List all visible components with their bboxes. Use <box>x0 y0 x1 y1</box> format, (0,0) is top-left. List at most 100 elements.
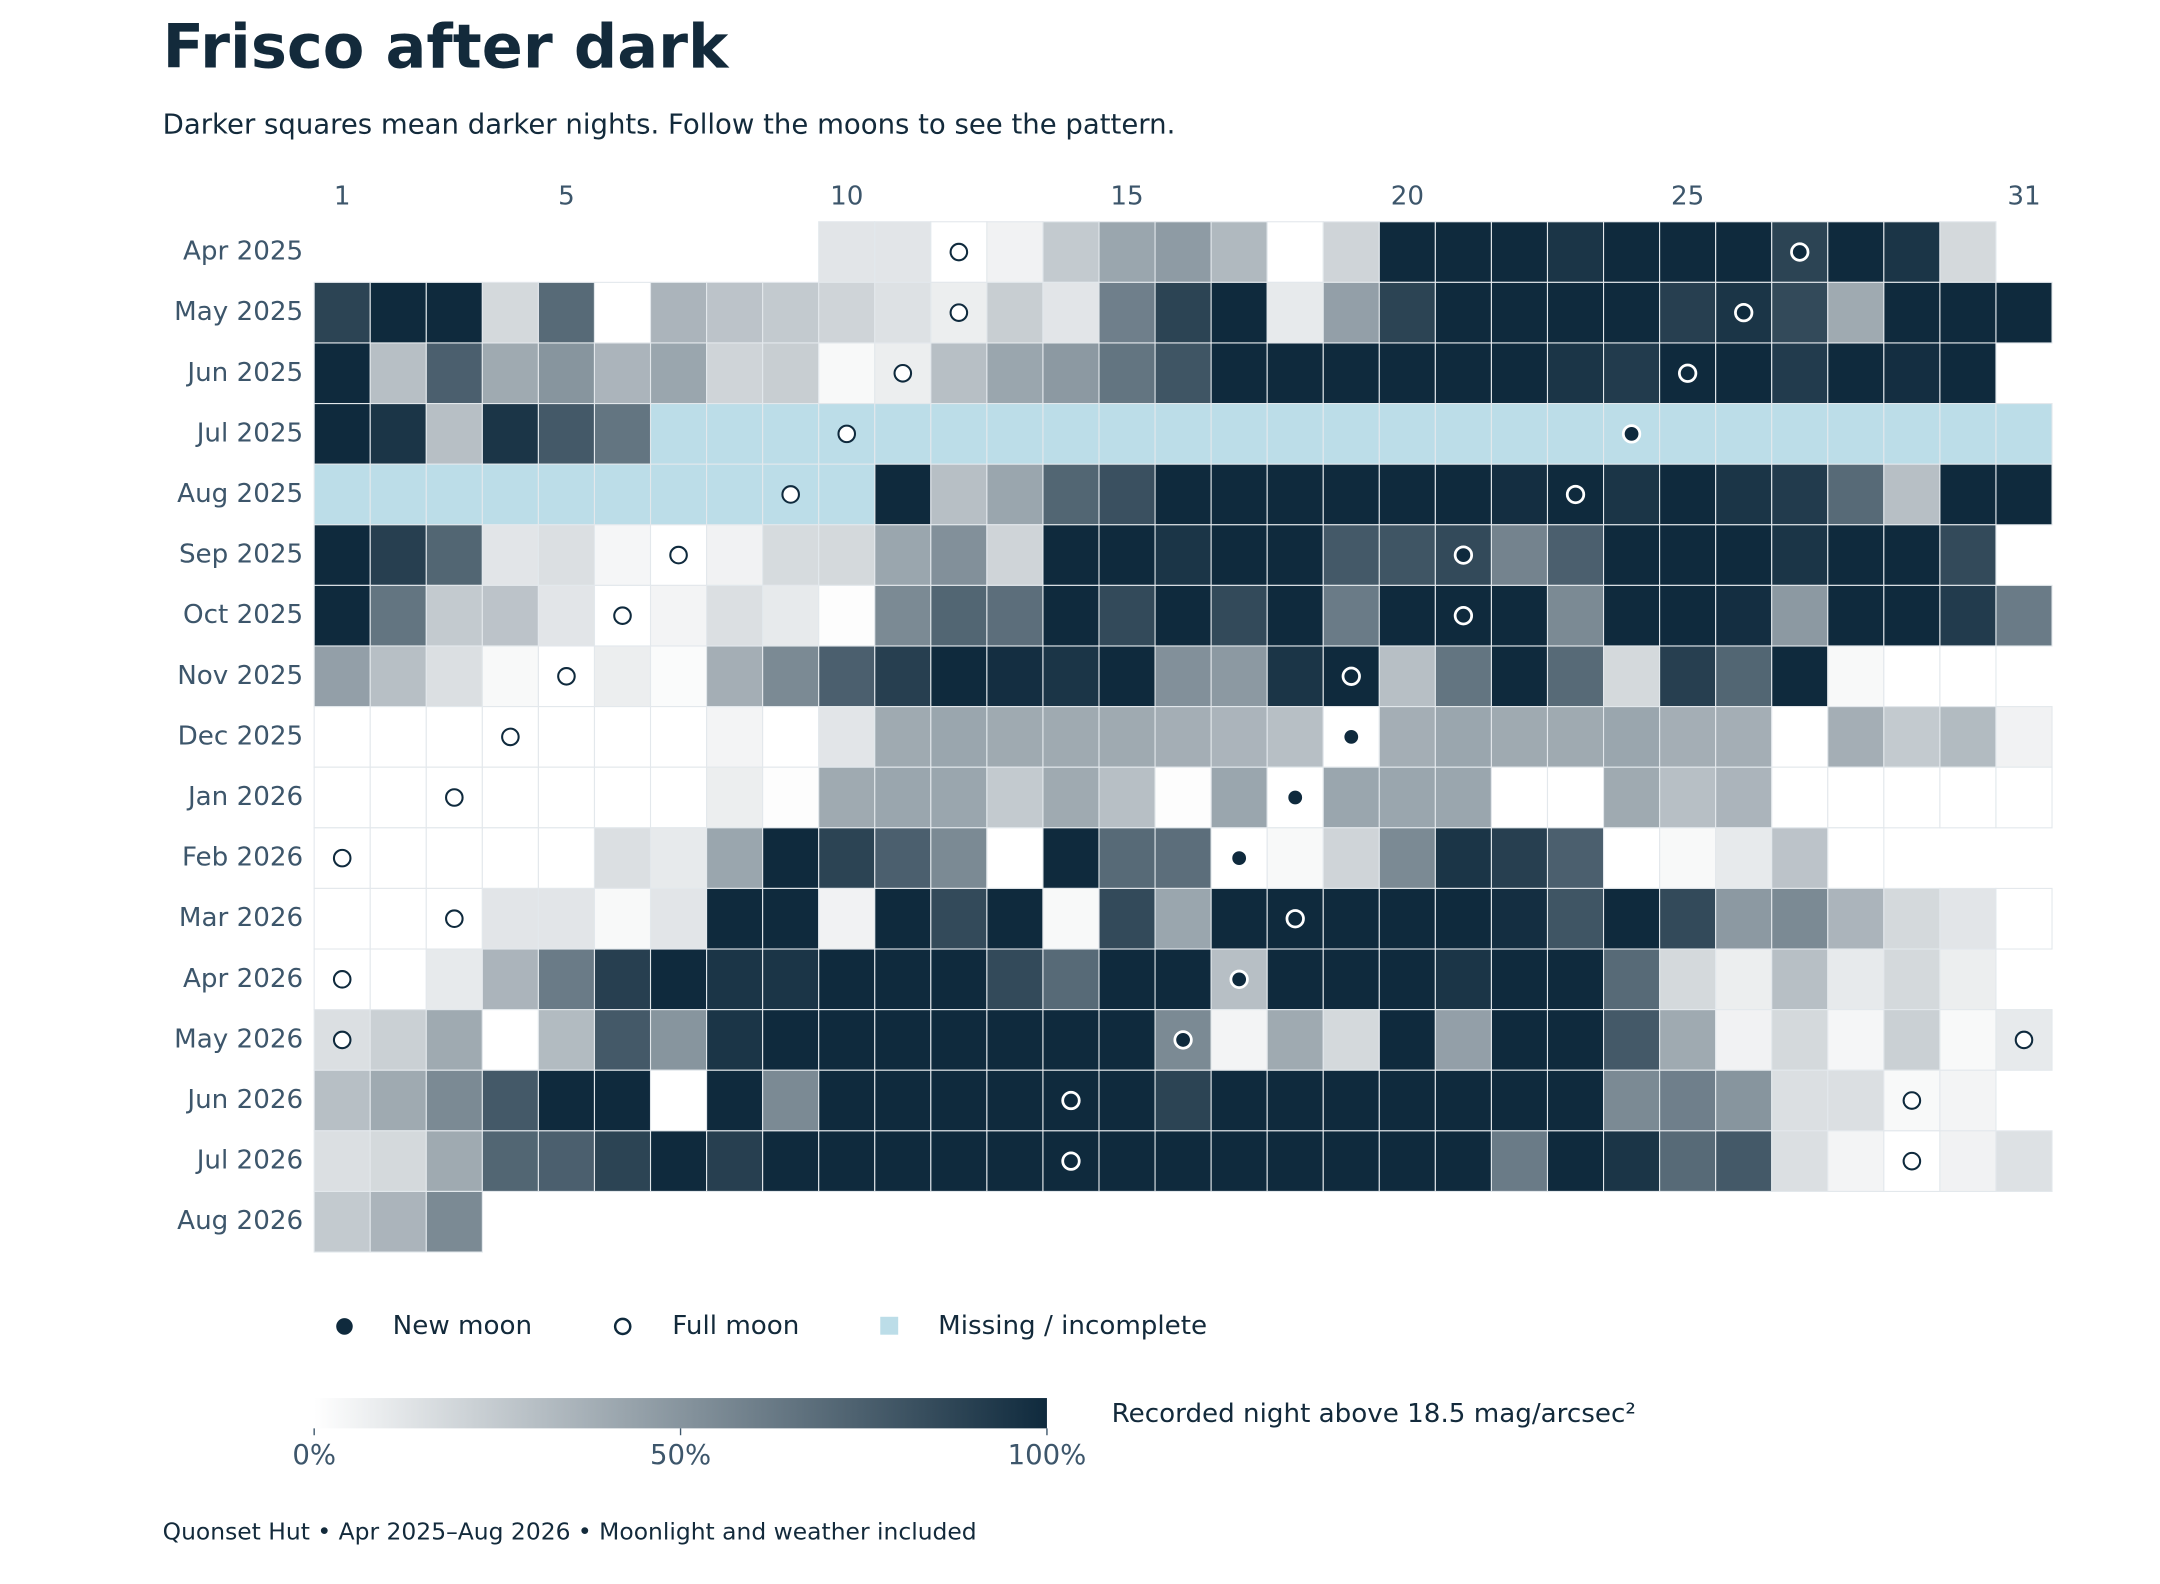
cell <box>1154 463 1212 526</box>
cell <box>649 827 708 889</box>
cell <box>818 342 876 405</box>
cell <box>930 1130 988 1192</box>
cell <box>1378 1009 1436 1071</box>
full-moon <box>1902 1091 1922 1110</box>
missing-cell <box>1883 403 1941 465</box>
cell <box>706 948 764 1011</box>
cell <box>818 766 876 829</box>
cell <box>593 1009 652 1071</box>
cell <box>1378 1130 1436 1192</box>
cell <box>1827 1130 1885 1192</box>
cell <box>1602 887 1661 950</box>
cell <box>930 1069 988 1132</box>
cell <box>930 706 988 768</box>
cell <box>1378 281 1436 344</box>
cell <box>762 827 820 889</box>
cell <box>1939 221 1997 283</box>
cell <box>1939 1069 1997 1132</box>
cell <box>930 887 988 950</box>
cell <box>1322 221 1380 283</box>
cell <box>481 827 539 889</box>
cell <box>425 403 483 465</box>
cell <box>1827 827 1885 889</box>
cell <box>1602 645 1661 708</box>
row-label: Jul 2026 <box>195 1146 303 1176</box>
cell <box>313 706 371 768</box>
cell <box>1883 342 1941 405</box>
cell <box>1715 342 1773 405</box>
cell <box>1939 281 1997 344</box>
x-tick-label: 15 <box>1110 181 1143 211</box>
cell <box>762 342 820 405</box>
cell <box>1546 1069 1605 1132</box>
cell <box>1322 524 1380 586</box>
legend-missing <box>880 1316 899 1335</box>
cell <box>1154 1130 1212 1192</box>
cell <box>1042 221 1100 283</box>
cell <box>1098 342 1156 405</box>
x-tick-label: 1 <box>334 181 351 211</box>
missing-cell <box>1715 403 1773 465</box>
row-label: Jul 2025 <box>195 418 303 448</box>
cell <box>1098 584 1156 647</box>
new-moon <box>1734 303 1754 323</box>
cell <box>425 706 483 768</box>
cell <box>1659 887 1717 950</box>
cell <box>593 706 652 768</box>
cell <box>481 1009 539 1071</box>
cell <box>1434 887 1492 950</box>
cell <box>369 281 427 344</box>
cell <box>1378 645 1436 708</box>
cell <box>425 1069 483 1132</box>
cell <box>313 524 371 586</box>
full-moon <box>949 242 969 262</box>
cell <box>425 584 483 647</box>
cell <box>537 1130 596 1192</box>
cell <box>313 766 371 829</box>
cell <box>1827 645 1885 708</box>
cell <box>1659 948 1717 1011</box>
row-label: Dec 2025 <box>178 721 304 751</box>
missing-cell <box>706 403 764 465</box>
new-moon <box>1677 363 1698 383</box>
cell <box>1042 887 1100 950</box>
cell <box>1659 281 1717 344</box>
cell <box>369 948 427 1011</box>
cell <box>1322 1069 1380 1132</box>
missing-cell <box>593 463 652 526</box>
cell <box>1378 887 1436 950</box>
legend-new-moon <box>336 1318 353 1335</box>
cell <box>1378 948 1436 1011</box>
cell <box>1883 524 1941 586</box>
cell <box>1154 766 1212 829</box>
full-moon <box>837 424 857 444</box>
cell <box>986 524 1044 586</box>
cell <box>593 403 652 465</box>
cell <box>593 766 652 829</box>
missing-cell <box>1827 403 1885 465</box>
cell <box>1210 827 1268 889</box>
cell <box>874 1069 932 1132</box>
cell <box>537 948 596 1011</box>
cell <box>1939 766 1997 829</box>
cell <box>1827 584 1885 647</box>
cell <box>818 524 876 586</box>
cell <box>537 827 596 889</box>
missing-cell <box>1098 403 1156 465</box>
cell <box>369 403 427 465</box>
row-label: Aug 2026 <box>177 1206 303 1236</box>
new-moon <box>1061 1090 1081 1111</box>
cell <box>874 281 932 344</box>
cell <box>1434 706 1492 768</box>
row-label: Jan 2026 <box>186 782 303 812</box>
cell <box>313 342 371 405</box>
full-moon <box>1902 1151 1922 1171</box>
cell <box>1098 1009 1156 1071</box>
cell <box>1434 645 1492 708</box>
cell <box>1939 584 1997 647</box>
cell <box>1771 645 1829 708</box>
cell <box>1827 1069 1885 1132</box>
cell <box>1266 1009 1324 1071</box>
cell <box>874 948 932 1011</box>
cell <box>1771 342 1829 405</box>
